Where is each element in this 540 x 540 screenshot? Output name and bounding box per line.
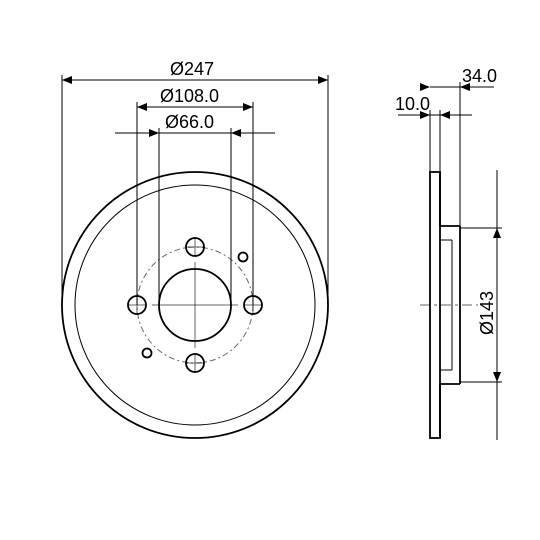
small-hole (143, 349, 152, 358)
dim-d66: Ø66.0 (165, 112, 214, 132)
dim-d247: Ø247 (170, 59, 214, 79)
dim-t10: 10.0 (395, 94, 430, 114)
side-view (420, 172, 478, 438)
front-view (62, 172, 328, 438)
dim-d143: Ø143 (477, 291, 497, 335)
small-hole (239, 253, 248, 262)
dim-t34: 34.0 (462, 66, 497, 86)
technical-drawing: Ø247 Ø108.0 Ø66.0 (0, 0, 540, 540)
dim-d108: Ø108.0 (160, 86, 219, 106)
